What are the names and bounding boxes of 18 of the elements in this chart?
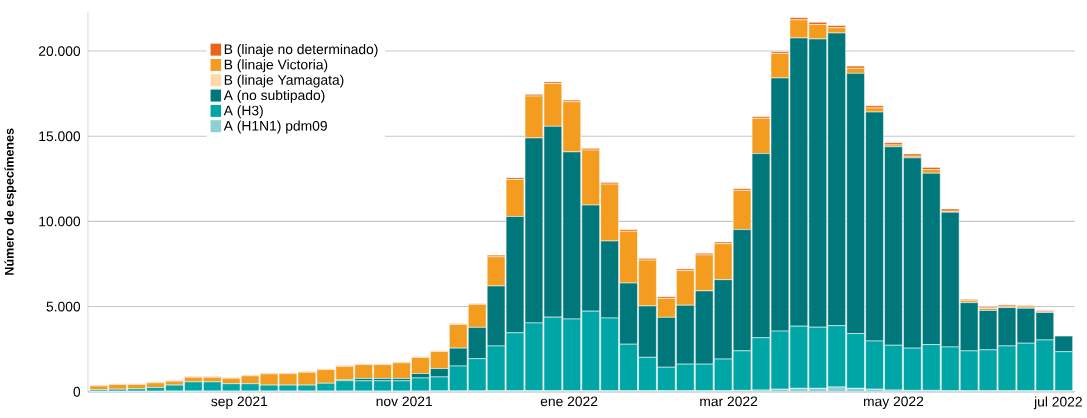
legend-label: A (no subtipado): [223, 89, 325, 103]
y-tick-label: 0: [73, 386, 81, 397]
y-tick-label: 20.000: [38, 46, 81, 56]
y-axis-title: Número de especímenes: [4, 128, 17, 275]
x-tick-label: nov 2021: [376, 396, 432, 407]
y-tick-label: 5.000: [46, 301, 81, 312]
legend-label: B (linaje Victoria): [224, 59, 328, 73]
legend-label: A (H3): [223, 105, 263, 119]
x-tick-label: jul 2022: [1033, 396, 1082, 410]
x-tick-label: may 2022: [863, 396, 924, 409]
y-tick-label: 10.000: [39, 216, 81, 227]
legend-label: A (H1N1) pdm09: [223, 120, 327, 134]
x-tick-label: sep 2021: [211, 396, 268, 409]
y-tick-label: 15.000: [39, 131, 81, 142]
x-tick-label: ene 2022: [540, 396, 598, 407]
legend-label: B (linaje no determinado): [224, 43, 378, 57]
x-tick-label: mar 2022: [700, 396, 758, 407]
legend-label: B (linaje Yamagata): [224, 74, 344, 88]
